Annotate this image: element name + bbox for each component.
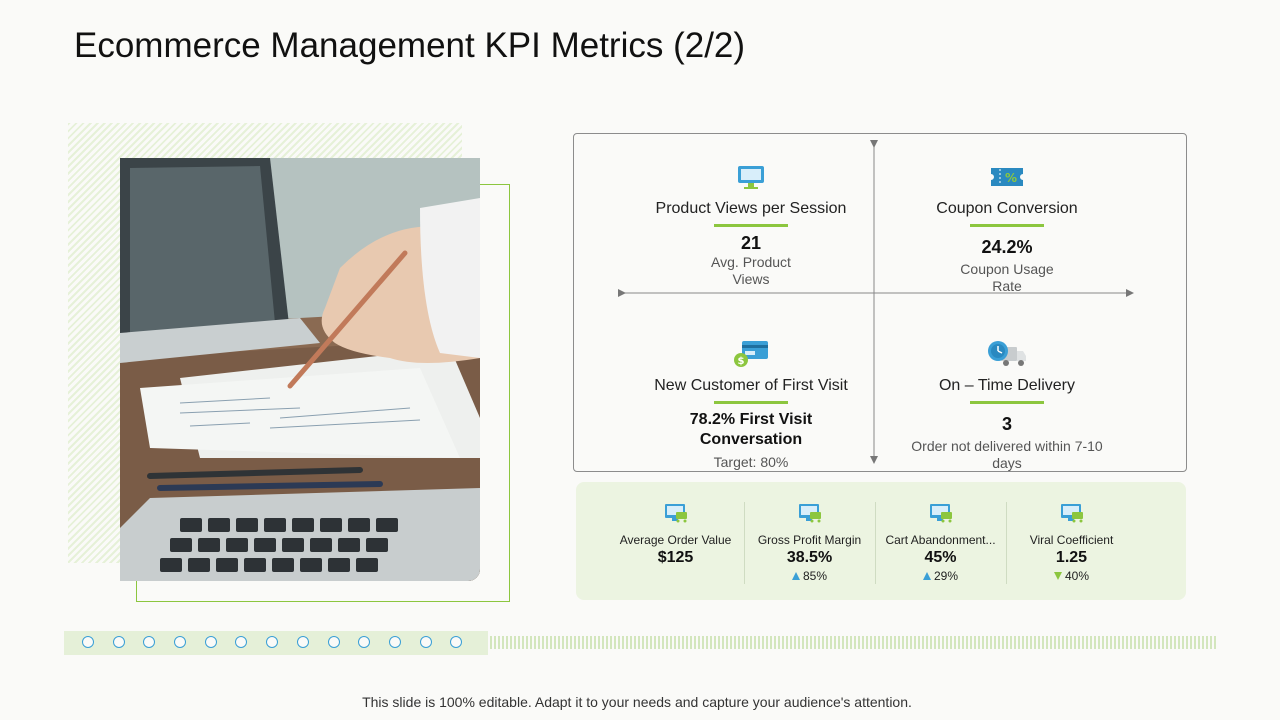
dot-decoration — [174, 636, 186, 648]
kpi-quadrant-panel: Product Views per Session 21 Avg. Produc… — [573, 133, 1187, 472]
dot-decoration — [82, 636, 94, 648]
quadrant-title: Coupon Conversion — [936, 200, 1078, 217]
kpi-gross-profit-margin: Gross Profit Margin 38.5% 85% — [744, 502, 875, 583]
dot-decoration — [266, 636, 278, 648]
dot-decoration — [205, 636, 217, 648]
trend-down-icon — [1053, 572, 1062, 580]
kpi-average-order-value: Average Order Value $125 — [610, 502, 741, 567]
kpi-summary-strip: Average Order Value $125 Gross Profit Ma… — [576, 482, 1186, 600]
quadrant-on-time-delivery: On – Time Delivery 3 Order not delivered… — [887, 339, 1127, 471]
coupon-icon: % — [991, 168, 1023, 186]
quadrant-subtext: Order not delivered within 7-10 — [911, 438, 1103, 454]
kpi-label: Cart Abandonment... — [885, 533, 996, 547]
dot-decoration — [143, 636, 155, 648]
quadrant-value: 78.2% First Visit — [689, 411, 813, 428]
dot-decoration — [328, 636, 340, 648]
kpi-change: 40% — [1006, 569, 1137, 583]
kpi-divider — [875, 502, 876, 584]
dot-decoration — [358, 636, 370, 648]
title-underline — [970, 224, 1044, 227]
quadrant-value: 21 — [740, 233, 762, 253]
trend-up-icon — [791, 572, 800, 580]
quadrant-coupon-conversion: % Coupon Conversion 24.2% Coupon Usage R… — [887, 162, 1127, 294]
kpi-divider — [1006, 502, 1007, 584]
kpi-change: 85% — [744, 569, 875, 583]
quadrant-title: New Customer of First Visit — [654, 377, 848, 394]
title-underline — [714, 401, 788, 404]
quadrant-subtext: Avg. Product — [711, 254, 791, 270]
kpi-label: Viral Coefficient — [1029, 533, 1114, 547]
quadrant-value: 24.2% — [981, 237, 1033, 257]
cart-monitor-icon — [664, 504, 687, 523]
trend-up-icon — [922, 572, 931, 580]
quadrant-subtext: Views — [732, 271, 770, 287]
quadrant-title: Product Views per Session — [655, 200, 847, 217]
dot-decoration — [450, 636, 462, 648]
quadrant-product-views: Product Views per Session 21 Avg. Produc… — [631, 162, 871, 287]
quadrant-title: On – Time Delivery — [938, 377, 1076, 394]
delivery-truck-icon — [988, 341, 1026, 366]
slide-footer: This slide is 100% editable. Adapt it to… — [362, 694, 912, 710]
dot-decoration — [235, 636, 247, 648]
monitor-icon — [738, 166, 764, 189]
dot-decoration — [389, 636, 401, 648]
kpi-value: 38.5% — [786, 549, 833, 566]
kpi-cart-abandonment: Cart Abandonment... 45% 29% — [875, 502, 1006, 583]
quadrant-value-line2: Conversation — [699, 431, 803, 448]
kpi-change: 29% — [875, 569, 1006, 583]
dots-decoration-band — [64, 631, 488, 655]
kpi-value: $125 — [657, 549, 694, 566]
quadrant-axes — [618, 140, 1134, 464]
kpi-label: Average Order Value — [619, 533, 732, 547]
dot-decoration — [113, 636, 125, 648]
kpi-label: Gross Profit Margin — [757, 533, 862, 547]
cart-monitor-icon — [929, 504, 952, 523]
slide-title: Ecommerce Management KPI Metrics (2/2) — [74, 26, 746, 65]
kpi-value: 45% — [924, 549, 957, 566]
quadrant-subtext: Rate — [992, 278, 1022, 294]
dot-decoration — [297, 636, 309, 648]
dot-decoration — [420, 636, 432, 648]
title-underline — [714, 224, 788, 227]
quadrant-subtext: Coupon Usage — [960, 261, 1054, 277]
quadrant-subtext: Target: 80% — [713, 454, 789, 470]
quadrant-value: 3 — [1001, 414, 1012, 434]
kpi-value: 1.25 — [1055, 549, 1088, 566]
kpi-divider — [744, 502, 745, 584]
kpi-change-value: 40% — [1064, 569, 1090, 583]
svg-text:$: $ — [738, 356, 745, 367]
card-dollar-icon: $ — [734, 341, 768, 367]
quadrant-new-customer: $ New Customer of First Visit 78.2% Firs… — [631, 339, 871, 470]
kpi-change-value: 29% — [933, 569, 959, 583]
desk-photo — [120, 158, 480, 581]
cart-monitor-icon — [1060, 504, 1083, 523]
cart-monitor-icon — [798, 504, 821, 523]
svg-text:%: % — [1005, 171, 1017, 185]
tick-stripe-decoration — [490, 636, 1218, 649]
kpi-change-value: 85% — [802, 569, 828, 583]
quadrant-subtext: days — [992, 455, 1022, 471]
title-underline — [970, 401, 1044, 404]
kpi-viral-coefficient: Viral Coefficient 1.25 40% — [1006, 502, 1137, 583]
